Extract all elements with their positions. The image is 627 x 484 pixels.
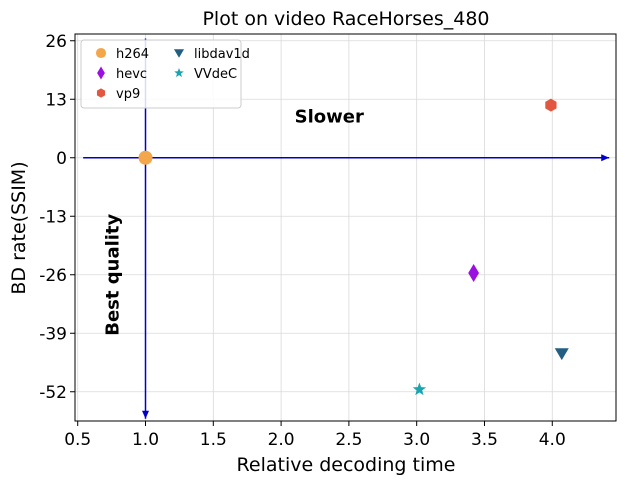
y-tick-label: 0: [56, 149, 67, 169]
data-point-vp9: [545, 98, 557, 112]
annotations: Slower Best quality: [102, 107, 364, 336]
legend-label-vp9: vp9: [116, 87, 140, 102]
y-tick-label: -39: [39, 324, 67, 344]
x-tick-label: 2.5: [335, 430, 362, 450]
x-tick-label: 0.5: [64, 430, 91, 450]
annotation-best-quality: Best quality: [102, 213, 123, 335]
data-point-libdav1d: [554, 348, 569, 361]
legend-label-h264: h264: [116, 47, 149, 62]
legend-box: [80, 39, 242, 109]
data-points: [138, 98, 569, 396]
legend-marker-vvdec: [174, 67, 184, 78]
legend-marker-hevc: [97, 66, 105, 80]
legend-label-hevc: hevc: [116, 67, 147, 82]
x-tick-label: 4.0: [539, 430, 566, 450]
chart-title: Plot on video RaceHorses_480: [202, 8, 489, 30]
annotation-slower: Slower: [295, 107, 364, 128]
x-axis-label: Relative decoding time: [237, 454, 456, 476]
tick-labels: 0.5 1.0 1.5 2.0 2.5 3.0 3.5 4.0 26 13 0 -13 -26 -39 -5…: [39, 32, 566, 450]
guide-arrow-head: [601, 154, 610, 162]
x-tick-label: 3.5: [471, 430, 498, 450]
data-point-hevc: [468, 263, 480, 282]
legend-label-vvdec: VVdeC: [194, 67, 237, 82]
y-tick-label: 26: [45, 32, 67, 52]
data-point-h264: [138, 150, 153, 165]
y-tick-label: -52: [39, 383, 67, 403]
x-tick-label: 1.0: [132, 430, 159, 450]
legend-marker-libdav1d: [173, 49, 185, 58]
legend-label-libdav1d: libdav1d: [194, 47, 250, 62]
data-point-vvdec: [412, 382, 427, 396]
legend-marker-h264: [95, 47, 107, 59]
legend: h264 hevc vp9 libdav1d VVdeC: [80, 39, 250, 109]
y-tick-label: -13: [39, 207, 67, 227]
y-tick-label: 13: [45, 90, 67, 110]
plot-frame: [74, 33, 617, 422]
x-tick-label: 3.0: [403, 430, 430, 450]
guide-arrow-head: [142, 410, 150, 419]
x-tick-label: 1.5: [200, 430, 227, 450]
y-tick-label: -26: [39, 266, 67, 286]
x-tick-label: 2.0: [268, 430, 295, 450]
y-axis-label: BD rate(SSIM): [8, 161, 30, 294]
legend-marker-vp9: [96, 88, 106, 98]
